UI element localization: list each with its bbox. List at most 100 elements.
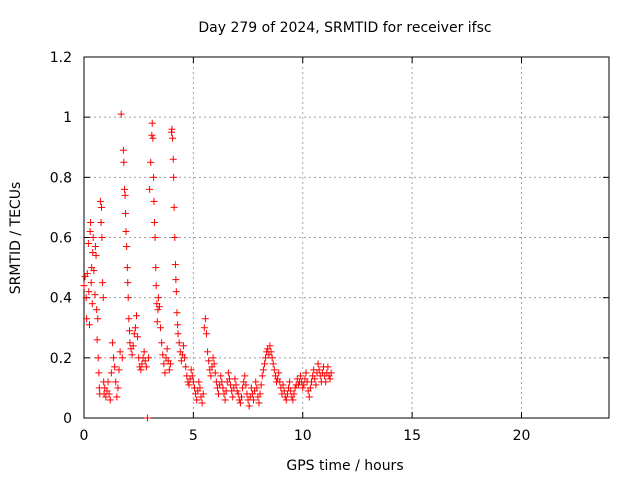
data-point	[300, 381, 308, 389]
data-point	[233, 387, 241, 395]
axis-ticks: 0 5 10 15 20 0 0.2 0.4 0.6 0.8 1 1.2	[50, 50, 609, 444]
data-point	[123, 264, 131, 272]
data-point	[94, 354, 102, 362]
data-point	[147, 158, 155, 166]
data-point	[175, 339, 183, 347]
data-point	[85, 288, 93, 296]
data-point	[154, 306, 162, 314]
data-point	[324, 363, 332, 371]
data-point	[152, 264, 160, 272]
data-point	[287, 387, 295, 395]
data-point	[311, 375, 319, 383]
data-point	[174, 321, 182, 329]
data-point	[120, 185, 128, 193]
data-point	[306, 384, 314, 392]
data-point	[148, 131, 156, 139]
data-point	[115, 366, 123, 374]
data-point	[188, 372, 196, 380]
data-point	[157, 324, 165, 332]
data-point	[217, 372, 225, 380]
data-point	[149, 134, 157, 142]
data-point	[238, 393, 245, 401]
y-tick-label: 0.6	[50, 231, 72, 247]
data-point	[187, 366, 195, 374]
data-point	[128, 351, 136, 359]
y-tick-label: 0.8	[50, 170, 72, 186]
data-point	[232, 381, 240, 389]
data-point	[122, 227, 130, 235]
data-point	[84, 240, 92, 248]
data-point	[266, 342, 274, 350]
data-point	[169, 155, 177, 163]
data-point	[283, 390, 291, 398]
data-point	[83, 270, 91, 278]
data-point	[150, 173, 158, 181]
data-point	[289, 396, 297, 404]
data-point	[150, 218, 158, 226]
data-point	[205, 357, 213, 365]
data-point	[121, 191, 129, 199]
data-point	[112, 378, 120, 386]
data-point	[142, 363, 150, 371]
data-point	[269, 360, 277, 368]
x-tick-label: 10	[294, 428, 312, 444]
y-tick-label: 0.2	[50, 351, 72, 367]
data-point	[253, 384, 261, 392]
data-point	[95, 369, 103, 377]
data-point	[172, 288, 180, 296]
data-point	[110, 354, 118, 362]
data-point	[326, 375, 334, 383]
data-point	[181, 354, 189, 362]
data-point	[134, 333, 142, 341]
data-point	[327, 369, 335, 377]
data-point	[315, 366, 323, 374]
data-point	[91, 243, 99, 251]
y-tick-label: 0	[63, 411, 72, 427]
data-point	[308, 378, 315, 386]
data-point	[129, 342, 137, 350]
data-point	[182, 363, 190, 371]
data-point	[219, 384, 227, 392]
data-series-srmtid	[80, 110, 335, 422]
data-point	[203, 330, 210, 338]
data-point	[97, 218, 105, 226]
data-point	[143, 414, 151, 422]
data-point	[124, 279, 132, 287]
data-point	[250, 396, 258, 404]
data-point	[314, 360, 322, 368]
data-point	[173, 309, 181, 317]
data-point	[204, 348, 212, 356]
data-point	[245, 402, 253, 410]
data-point	[177, 357, 185, 365]
data-point	[114, 384, 122, 392]
data-point	[117, 110, 125, 118]
data-point	[262, 354, 270, 362]
data-point	[259, 366, 267, 374]
data-point	[122, 209, 130, 217]
x-tick-label: 5	[189, 428, 198, 444]
x-tick-label: 0	[80, 428, 89, 444]
x-axis-label: GPS time / hours	[286, 458, 403, 474]
data-point	[198, 399, 206, 407]
x-tick-label: 15	[403, 428, 421, 444]
data-point	[241, 372, 249, 380]
data-point	[153, 318, 161, 326]
data-point	[89, 249, 97, 257]
data-point	[138, 360, 146, 368]
data-point	[86, 227, 94, 235]
data-point	[140, 348, 148, 356]
data-point	[169, 134, 177, 142]
data-point	[154, 294, 162, 302]
chart-title: Day 279 of 2024, SRMTID for receiver ifs…	[198, 20, 491, 36]
data-point	[201, 315, 209, 323]
data-point	[104, 378, 112, 386]
data-point	[196, 384, 204, 392]
data-point	[126, 339, 134, 347]
data-point	[256, 390, 264, 398]
data-point	[211, 369, 219, 377]
data-point	[168, 125, 176, 133]
data-point	[286, 378, 294, 386]
x-tick-label: 20	[513, 428, 531, 444]
data-point	[221, 396, 229, 404]
